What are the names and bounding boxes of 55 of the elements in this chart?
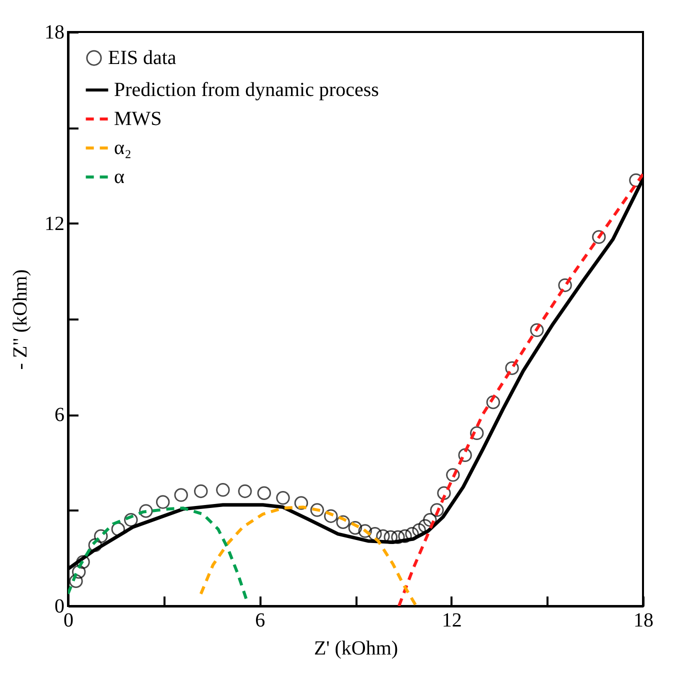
- point: [558, 278, 572, 292]
- point: [530, 323, 544, 338]
- point: [174, 488, 188, 502]
- point: [629, 173, 643, 188]
- y-tick-label: 18: [44, 22, 64, 44]
- point: [412, 523, 426, 537]
- point: [358, 524, 372, 538]
- point: [430, 503, 444, 517]
- point: [294, 496, 308, 510]
- point: [348, 521, 362, 535]
- point: [470, 426, 484, 440]
- x-tick-label: 12: [442, 610, 462, 632]
- y-tick-label: 6: [54, 404, 64, 426]
- y-axis-title: - Z" (kOhm): [10, 269, 32, 370]
- point: [88, 538, 102, 552]
- legend-label: Prediction from dynamic process: [114, 79, 380, 101]
- point: [486, 395, 500, 410]
- point: [368, 527, 382, 541]
- legend-label: α₂: [114, 137, 132, 159]
- line-series: [199, 506, 418, 606]
- y-tick-label: 12: [44, 212, 64, 235]
- point: [391, 530, 405, 544]
- legend-label: EIS data: [108, 47, 176, 69]
- point: [76, 555, 90, 569]
- point: [592, 230, 606, 244]
- point: [257, 486, 272, 500]
- legend-label: α: [114, 166, 125, 188]
- x-tick-label: 18: [634, 610, 654, 632]
- point: [505, 361, 519, 375]
- point: [324, 509, 338, 523]
- y-tick-label: 0: [54, 596, 64, 618]
- point: [418, 519, 432, 533]
- point: [139, 504, 153, 518]
- point: [94, 529, 108, 544]
- point: [458, 448, 472, 462]
- point: [398, 529, 412, 544]
- point: [446, 468, 460, 482]
- point: [111, 522, 126, 536]
- line-series: [397, 172, 643, 606]
- point: [276, 491, 290, 505]
- point: [124, 513, 138, 527]
- x-tick-label: 6: [255, 610, 266, 632]
- point: [437, 486, 451, 500]
- point: [423, 513, 437, 527]
- point: [69, 574, 83, 588]
- point: [216, 483, 230, 497]
- point: [72, 565, 86, 579]
- point: [405, 527, 419, 541]
- x-axis-title: Z' (kOhm): [314, 638, 398, 660]
- point: [310, 503, 324, 517]
- point: [238, 484, 252, 498]
- point: [336, 515, 350, 529]
- point: [156, 495, 170, 509]
- point: [194, 484, 208, 498]
- legend-label: MWS: [114, 108, 162, 130]
